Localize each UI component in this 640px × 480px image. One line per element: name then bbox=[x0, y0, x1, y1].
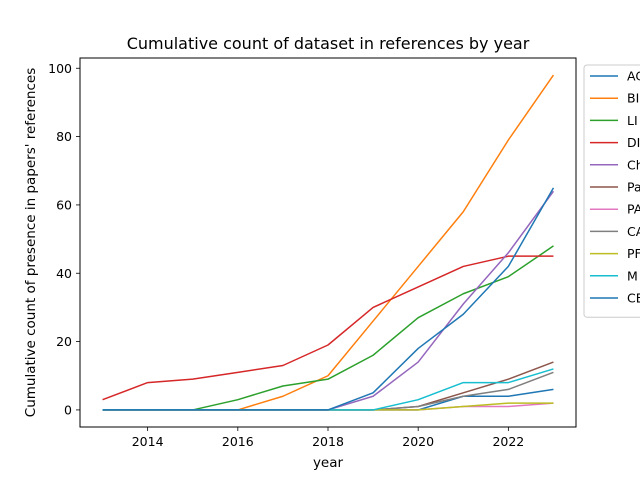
x-tick-label: 2014 bbox=[132, 434, 164, 449]
legend-label-1: BI bbox=[627, 91, 639, 106]
series-line-4 bbox=[102, 190, 555, 411]
legend: AC BI LI DI Ch Pa PA CA PF M CE bbox=[583, 64, 640, 318]
legend-label-3: DI bbox=[627, 135, 640, 150]
y-tick-label: 60 bbox=[56, 197, 72, 212]
legend-label-9: M bbox=[627, 268, 638, 283]
y-axis: 0 20 40 60 80 100 bbox=[48, 61, 80, 417]
y-tick-label: 40 bbox=[56, 266, 72, 281]
x-tick-label: 2020 bbox=[402, 434, 434, 449]
legend-label-2: LI bbox=[627, 113, 638, 128]
series-line-1 bbox=[102, 74, 555, 411]
x-tick-label: 2022 bbox=[492, 434, 524, 449]
chart-title: Cumulative count of dataset in reference… bbox=[127, 34, 530, 53]
legend-label-10: CE bbox=[627, 291, 640, 306]
x-tick-label: 2016 bbox=[222, 434, 254, 449]
series-line-10 bbox=[102, 187, 555, 411]
legend-label-5: Pa bbox=[627, 180, 640, 195]
x-axis: 2014 2016 2018 2020 2022 bbox=[132, 427, 524, 449]
x-axis-label: year bbox=[313, 455, 344, 471]
legend-label-4: Ch bbox=[627, 157, 640, 172]
series-line-5 bbox=[102, 361, 554, 411]
legend-label-7: CA bbox=[627, 224, 640, 239]
series-line-3 bbox=[102, 255, 554, 401]
y-tick-label: 80 bbox=[56, 129, 72, 144]
y-tick-label: 20 bbox=[56, 334, 72, 349]
y-axis-label: Cumulative count of presence in papers' … bbox=[23, 68, 39, 417]
plot-lines bbox=[102, 74, 555, 411]
y-tick-label: 0 bbox=[64, 402, 72, 417]
legend-label-8: PF bbox=[627, 246, 640, 261]
plot-frame bbox=[79, 57, 577, 428]
x-tick-label: 2018 bbox=[312, 434, 344, 449]
y-tick-label: 100 bbox=[48, 61, 72, 76]
legend-label-0: AC bbox=[627, 69, 640, 84]
legend-label-6: PA bbox=[627, 202, 640, 217]
